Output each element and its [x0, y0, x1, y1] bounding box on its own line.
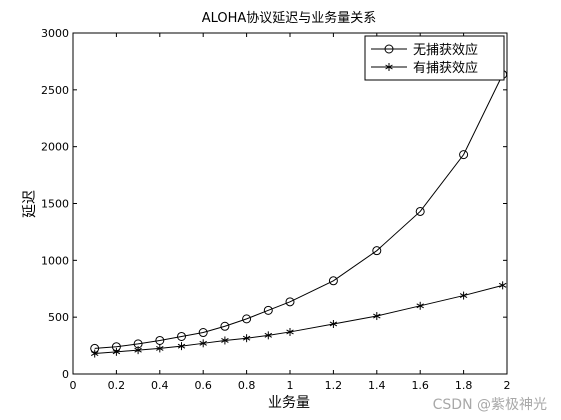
y-tick-label: 1500: [41, 198, 69, 211]
series-layer: [90, 69, 508, 358]
data-point: [199, 339, 207, 348]
x-tick-label: 0.8: [238, 379, 256, 392]
data-point: [459, 291, 468, 300]
series-line-1: [94, 74, 504, 349]
x-tick-label: 2: [504, 379, 511, 392]
y-axis-label: 延迟: [22, 190, 38, 218]
data-point: [372, 246, 382, 256]
x-tick-label: 1.8: [455, 379, 473, 392]
legend-label: 无捕获效应: [413, 42, 478, 58]
data-point: [384, 44, 394, 54]
y-tick-label: 0: [62, 368, 69, 381]
data-point: [221, 336, 229, 345]
y-tick-label: 1000: [41, 254, 69, 267]
plot-area: [72, 32, 508, 375]
data-point: [498, 281, 507, 290]
data-point: [385, 63, 393, 71]
data-point: [328, 276, 338, 286]
data-point: [220, 321, 230, 331]
x-tick-label: 0.6: [194, 379, 212, 392]
y-tick-label: 2000: [41, 141, 69, 154]
data-point: [156, 344, 164, 353]
data-point: [198, 328, 208, 338]
data-point: [177, 342, 186, 351]
x-axis-label: 业务量: [268, 395, 310, 411]
axes: 0 0.2 0.4 0.6 0.8 1 1.2 1.4 1.6 1.8 2 0 500 1000 1500 2…: [41, 27, 511, 392]
y-tick-label: 2500: [41, 84, 69, 97]
x-tick-label: 1: [287, 379, 294, 392]
data-point: [329, 319, 338, 328]
x-tick-label: 1.6: [411, 379, 429, 392]
x-tick-label: 0.4: [151, 379, 169, 392]
chart-title: ALOHA协议延迟与业务量关系: [202, 10, 377, 26]
data-point: [177, 331, 186, 341]
data-point: [90, 349, 99, 358]
data-point: [264, 331, 273, 340]
legend-box: [364, 35, 505, 81]
legend-label: 有捕获效应: [413, 60, 478, 76]
data-point: [112, 347, 121, 356]
data-point: [415, 206, 425, 216]
x-tick-label: 1.4: [368, 379, 386, 392]
x-tick-label: 0.2: [108, 379, 126, 392]
data-point: [373, 312, 381, 321]
data-point: [459, 150, 469, 160]
watermark: CSDN @紫极神光: [432, 397, 547, 413]
data-point: [286, 327, 294, 336]
data-point: [263, 305, 273, 315]
data-point: [242, 334, 251, 343]
x-tick-label: 1.2: [325, 379, 343, 392]
data-point: [134, 346, 142, 355]
data-point: [242, 314, 252, 324]
data-point: [416, 301, 424, 310]
y-tick-label: 500: [48, 311, 69, 324]
data-point: [285, 297, 295, 307]
y-tick-label: 3000: [41, 27, 69, 40]
x-tick-label: 0: [70, 379, 77, 392]
